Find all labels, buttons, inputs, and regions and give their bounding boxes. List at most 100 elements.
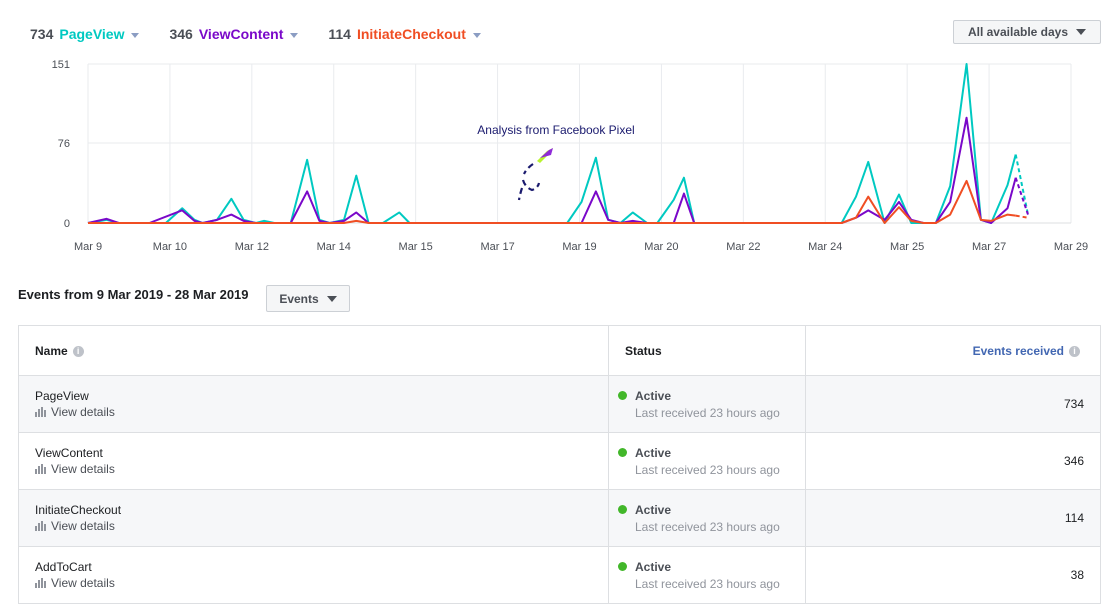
column-header-label: Name bbox=[35, 343, 68, 358]
last-received-text: Last received 23 hours ago bbox=[635, 576, 780, 591]
column-header-status: Status bbox=[608, 325, 806, 376]
x-tick-label: Mar 19 bbox=[562, 241, 596, 253]
metric-selector-bar: 734 PageView 346 ViewContent 114 Initiat… bbox=[30, 24, 511, 44]
metric-count: 734 bbox=[30, 26, 54, 42]
view-details-link[interactable]: View details bbox=[35, 576, 608, 590]
metric-label: ViewContent bbox=[198, 26, 284, 42]
event-status-cell: Active Last received 23 hours ago bbox=[608, 375, 806, 433]
series-line-pageview bbox=[87, 63, 1017, 224]
last-received-text: Last received 23 hours ago bbox=[635, 462, 780, 477]
x-tick-label: Mar 22 bbox=[726, 241, 760, 253]
x-tick-label: Mar 15 bbox=[399, 241, 433, 253]
metric-viewcontent[interactable]: 346 ViewContent bbox=[169, 26, 299, 42]
y-axis: 151 76 0 bbox=[52, 59, 70, 230]
last-received-text: Last received 23 hours ago bbox=[635, 519, 780, 534]
events-table: Name i Status Events received i PageView V… bbox=[18, 325, 1101, 604]
bar-chart-icon bbox=[35, 521, 47, 531]
info-icon[interactable]: i bbox=[1069, 345, 1080, 357]
status-text: Active bbox=[635, 502, 672, 517]
metric-pageview[interactable]: 734 PageView bbox=[30, 26, 140, 42]
x-axis: Mar 9 Mar 10 Mar 12 Mar 14 Mar 15 Mar 17 Mar 1… bbox=[74, 241, 1088, 253]
table-row: AddToCart View details Active Last recei… bbox=[18, 546, 1101, 604]
x-tick-label: Mar 14 bbox=[317, 241, 351, 253]
metric-count: 346 bbox=[169, 26, 193, 42]
event-name: AddToCart bbox=[35, 560, 92, 574]
table-header-row: Name i Status Events received i bbox=[18, 325, 1101, 376]
y-tick-label: 151 bbox=[52, 59, 70, 71]
y-tick-label: 76 bbox=[58, 138, 70, 150]
column-header-label: Events received bbox=[972, 343, 1064, 358]
chevron-down-icon bbox=[131, 32, 140, 38]
status-dot-icon bbox=[618, 448, 627, 457]
x-tick-label: Mar 10 bbox=[153, 241, 187, 253]
metric-label: PageView bbox=[59, 26, 125, 42]
x-tick-label: Mar 29 bbox=[1054, 241, 1088, 253]
last-received-text: Last received 23 hours ago bbox=[635, 405, 780, 420]
column-header-label: Status bbox=[625, 343, 662, 358]
chevron-down-icon bbox=[1076, 29, 1087, 35]
event-name-cell: ViewContent View details bbox=[18, 432, 609, 490]
view-details-label: View details bbox=[51, 405, 115, 419]
status-text: Active bbox=[635, 388, 672, 403]
metric-initiatecheckout[interactable]: 114 InitiateCheckout bbox=[328, 26, 481, 42]
y-tick-label: 0 bbox=[64, 218, 70, 230]
series-projection-pageview bbox=[1014, 154, 1029, 215]
days-filter-dropdown[interactable]: All available days bbox=[953, 20, 1101, 44]
column-header-events-received[interactable]: Events received i bbox=[805, 325, 1101, 376]
status-dot-icon bbox=[618, 505, 627, 514]
chart-grid bbox=[87, 63, 1072, 224]
events-dropdown-button[interactable]: Events bbox=[266, 285, 350, 312]
table-row: InitiateCheckout View details Active Las… bbox=[18, 489, 1101, 547]
x-tick-label: Mar 27 bbox=[972, 241, 1006, 253]
events-received-count: 734 bbox=[805, 375, 1101, 433]
view-details-link[interactable]: View details bbox=[35, 519, 608, 533]
metric-count: 114 bbox=[328, 26, 351, 42]
column-header-name[interactable]: Name i bbox=[18, 325, 609, 376]
event-name: PageView bbox=[35, 389, 89, 403]
status-dot-icon bbox=[618, 391, 627, 400]
event-status-cell: Active Last received 23 hours ago bbox=[608, 432, 806, 490]
bar-chart-icon bbox=[35, 407, 47, 417]
events-dropdown-label: Events bbox=[279, 291, 319, 306]
annotation-label: Analysis from Facebook Pixel bbox=[477, 123, 634, 137]
metric-label: InitiateCheckout bbox=[356, 26, 466, 42]
events-received-count: 346 bbox=[805, 432, 1101, 490]
events-received-count: 38 bbox=[805, 546, 1101, 604]
dashed-swirl-icon bbox=[517, 163, 541, 201]
view-details-label: View details bbox=[51, 519, 115, 533]
view-details-label: View details bbox=[51, 462, 115, 476]
x-tick-label: Mar 17 bbox=[480, 241, 514, 253]
bar-chart-icon bbox=[35, 464, 47, 474]
view-details-label: View details bbox=[51, 576, 115, 590]
chevron-down-icon bbox=[290, 32, 299, 38]
table-row: ViewContent View details Active Last rec… bbox=[18, 432, 1101, 490]
x-tick-label: Mar 24 bbox=[808, 241, 842, 253]
series-projection-initiatecheckout bbox=[1015, 214, 1029, 219]
x-tick-label: Mar 25 bbox=[890, 241, 924, 253]
events-range-title: Events from 9 Mar 2019 - 28 Mar 2019 bbox=[18, 287, 249, 302]
paper-plane-fold-icon bbox=[540, 148, 553, 158]
status-text: Active bbox=[635, 559, 672, 574]
chart-annotation: Analysis from Facebook Pixel bbox=[477, 123, 635, 201]
status-text: Active bbox=[635, 445, 672, 460]
event-status-cell: Active Last received 23 hours ago bbox=[608, 489, 806, 547]
info-icon[interactable]: i bbox=[72, 345, 84, 357]
chevron-down-icon bbox=[326, 295, 337, 302]
event-name: InitiateCheckout bbox=[35, 503, 122, 517]
event-status-cell: Active Last received 23 hours ago bbox=[608, 546, 806, 604]
x-tick-label: Mar 9 bbox=[74, 241, 102, 253]
bar-chart-icon bbox=[35, 578, 47, 588]
days-filter-label: All available days bbox=[967, 25, 1069, 39]
x-tick-label: Mar 20 bbox=[644, 241, 678, 253]
chevron-down-icon bbox=[472, 32, 481, 38]
chart-series bbox=[87, 63, 1029, 224]
table-row: PageView View details Active Last receiv… bbox=[18, 375, 1101, 433]
events-received-count: 114 bbox=[805, 489, 1101, 547]
event-name-cell: PageView View details bbox=[18, 375, 609, 433]
view-details-link[interactable]: View details bbox=[35, 405, 608, 419]
status-dot-icon bbox=[618, 562, 627, 571]
series-line-initiatecheckout bbox=[88, 179, 1016, 224]
view-details-link[interactable]: View details bbox=[35, 462, 608, 476]
x-tick-label: Mar 12 bbox=[235, 241, 269, 253]
